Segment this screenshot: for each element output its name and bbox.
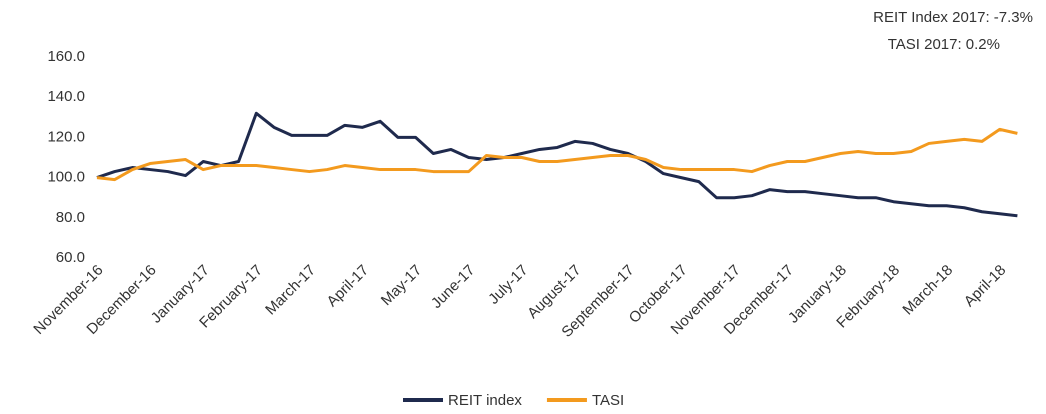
legend-label: TASI	[592, 392, 624, 409]
series-line	[96, 127, 1018, 182]
x-tick-label: July-17	[485, 262, 531, 308]
x-tick-label: March-17	[262, 262, 319, 319]
x-tick-label: April-18	[961, 262, 1010, 311]
y-tick-label: 120.0	[47, 128, 85, 145]
series-line	[96, 111, 1018, 218]
y-tick-label: 140.0	[47, 88, 85, 105]
y-tick-label: 160.0	[47, 48, 85, 65]
x-tick-label: June-17	[428, 262, 478, 312]
y-tick-label: 60.0	[56, 249, 85, 266]
x-tick-label: April-17	[324, 262, 373, 311]
x-tick-label: March-18	[899, 262, 956, 319]
y-tick-label: 80.0	[56, 209, 85, 226]
annotation: TASI 2017: 0.2%	[888, 36, 1000, 53]
x-tick-label: May-17	[378, 262, 425, 309]
annotation: REIT Index 2017: -7.3%	[873, 9, 1033, 26]
y-tick-label: 100.0	[47, 169, 85, 186]
legend-label: REIT index	[448, 392, 522, 409]
